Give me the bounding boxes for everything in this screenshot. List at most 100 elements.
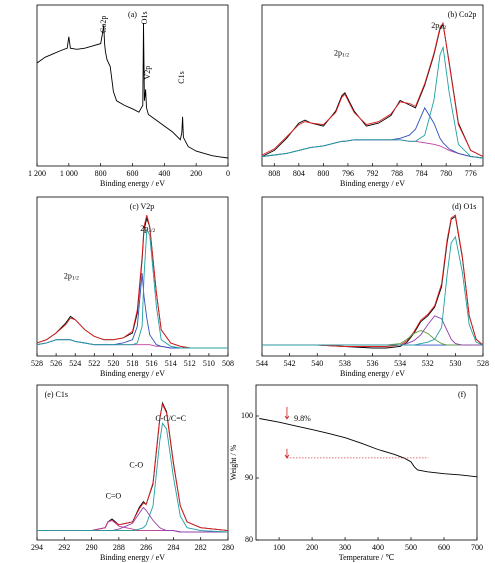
- x-tick-label: 600: [438, 543, 450, 552]
- x-tick-label: 522: [88, 359, 100, 368]
- x-tick-label: 282: [195, 543, 207, 552]
- annotation-text: V2p: [143, 66, 152, 80]
- annotation: C1s: [177, 71, 186, 83]
- x-tick-label: 0: [226, 169, 230, 178]
- x-tick-label: 524: [69, 359, 81, 368]
- x-axis-label: Binding energy / eV: [100, 179, 165, 188]
- x-tick-label: 526: [50, 359, 62, 368]
- series-line: [262, 215, 484, 349]
- series-line: [259, 418, 478, 478]
- annotation-text: Co2p: [99, 16, 108, 33]
- series-line: [261, 45, 484, 159]
- arrow: [284, 448, 290, 459]
- x-tick-label: 700: [471, 543, 483, 552]
- plot-frame: [261, 4, 484, 167]
- annotation: Co2p: [99, 16, 108, 33]
- x-tick-label: 536: [367, 359, 379, 368]
- x-tick-label: 1 200: [28, 169, 46, 178]
- series-line: [36, 216, 228, 349]
- y-tick-label: 100: [241, 411, 253, 420]
- annotation: 2p1/2: [334, 48, 349, 58]
- annotation: 9.8%: [294, 414, 311, 423]
- y-tick-label: 80: [245, 535, 253, 544]
- x-axis-label: Binding energy / eV: [340, 369, 405, 378]
- x-tick-label: 528: [477, 359, 489, 368]
- plot-frame: [261, 196, 484, 357]
- x-tick-label: 800: [317, 169, 329, 178]
- annotation-text: C=O: [106, 491, 122, 500]
- x-tick-label: 510: [203, 359, 215, 368]
- y-axis-label: Weight / %: [229, 444, 238, 480]
- x-tick-label: 518: [127, 359, 139, 368]
- annotation-subscript: 3/2: [148, 228, 155, 234]
- x-tick-label: 530: [449, 359, 461, 368]
- x-tick-label: 292: [58, 543, 70, 552]
- annotation-text: 2p: [64, 271, 72, 280]
- annotation-subscript: 1/2: [342, 53, 349, 59]
- x-tick-label: 286: [140, 543, 152, 552]
- annotation-text: C-O: [129, 460, 143, 469]
- annotation: O1s: [140, 11, 149, 24]
- x-tick-label: 284: [167, 543, 179, 552]
- series-line: [36, 228, 228, 349]
- x-tick-label: 520: [107, 359, 119, 368]
- x-tick-label: 200: [190, 169, 202, 178]
- x-tick-label: 100: [273, 543, 285, 552]
- x-axis-label: Temperature / ℃: [339, 553, 395, 562]
- plot-frame: [36, 384, 229, 541]
- annotation-subscript: 3/2: [439, 25, 446, 31]
- x-tick-label: 1 000: [60, 169, 78, 178]
- series-line: [262, 315, 483, 346]
- x-tick-label: 290: [86, 543, 98, 552]
- annotation-text: C-C/C=C: [155, 414, 186, 423]
- x-tick-label: 516: [146, 359, 158, 368]
- series-line: [261, 21, 484, 157]
- panel-title: (e) C1s: [45, 390, 68, 399]
- x-tick-label: 542: [284, 359, 296, 368]
- x-tick-label: 540: [311, 359, 323, 368]
- arrow: [284, 406, 290, 420]
- x-tick-label: 796: [342, 169, 354, 178]
- series-line: [262, 330, 483, 346]
- annotation-text: O1s: [140, 11, 149, 24]
- annotation: 2p1/2: [64, 271, 79, 281]
- x-tick-label: 500: [405, 543, 417, 552]
- annotation: C-O: [129, 460, 143, 469]
- x-tick-label: 776: [465, 169, 477, 178]
- series-line: [262, 235, 484, 346]
- plot-frame: [255, 384, 478, 541]
- series-line: [36, 273, 228, 349]
- x-tick-label: 532: [422, 359, 434, 368]
- annotation-text: 2p: [431, 21, 439, 30]
- x-tick-label: 514: [165, 359, 177, 368]
- series-line: [261, 23, 484, 157]
- panel-title: (d) O1s: [452, 202, 476, 211]
- annotation: 2p3/2: [140, 224, 155, 234]
- x-tick-label: 508: [222, 359, 234, 368]
- panel-title: (c) V2p: [130, 202, 155, 211]
- x-tick-label: 792: [367, 169, 379, 178]
- x-tick-label: 400: [158, 169, 170, 178]
- x-tick-label: 780: [440, 169, 452, 178]
- annotation-text: 2p: [334, 48, 342, 57]
- annotation: C=O: [106, 491, 122, 500]
- x-axis-label: Binding energy / eV: [100, 553, 165, 562]
- x-tick-label: 528: [31, 359, 43, 368]
- series-line: [36, 214, 228, 349]
- panel-title: (a): [128, 10, 137, 19]
- x-tick-label: 600: [127, 169, 139, 178]
- annotation-text: 9.8%: [294, 414, 311, 423]
- x-axis-label: Binding energy / eV: [100, 369, 165, 378]
- series-line: [36, 22, 229, 159]
- plot-frame: [36, 4, 229, 167]
- x-tick-label: 200: [306, 543, 318, 552]
- panel-title: (f): [458, 390, 466, 399]
- x-tick-label: 300: [339, 543, 351, 552]
- x-tick-label: 784: [416, 169, 428, 178]
- x-tick-label: 512: [184, 359, 196, 368]
- x-tick-label: 804: [293, 169, 305, 178]
- x-tick-label: 400: [372, 543, 384, 552]
- annotation-text: 2p: [140, 224, 148, 233]
- x-tick-label: 544: [256, 359, 268, 368]
